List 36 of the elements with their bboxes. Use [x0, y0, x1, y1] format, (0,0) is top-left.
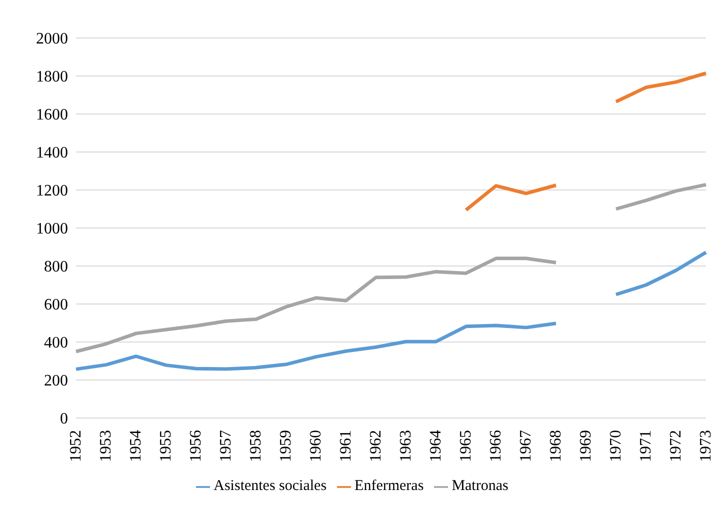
x-tick-label: 1955	[158, 430, 174, 462]
y-tick-label: 1200	[36, 182, 68, 200]
legend-label: Asistentes sociales	[214, 478, 327, 494]
x-tick-label: 1957	[218, 430, 234, 462]
y-tick-label: 600	[44, 296, 68, 314]
x-tick-label: 1964	[428, 430, 444, 462]
x-tick-label: 1958	[248, 430, 264, 462]
y-tick-label: 800	[44, 258, 68, 276]
x-tick-label: 1954	[128, 430, 144, 462]
x-tick-label: 1968	[548, 430, 564, 462]
legend-label: Enfermeras	[354, 478, 424, 494]
y-tick-label: 400	[44, 334, 68, 352]
x-tick-label: 1973	[698, 430, 714, 462]
x-tick-label: 1969	[578, 430, 594, 462]
legend-label: Matronas	[452, 478, 508, 494]
y-tick-label: 1400	[36, 144, 68, 162]
x-tick-label: 1952	[68, 430, 84, 462]
y-tick-label: 1600	[36, 106, 68, 124]
x-tick-label: 1962	[368, 430, 384, 462]
y-tick-label: 1800	[36, 68, 68, 86]
x-tick-label: 1972	[668, 430, 684, 462]
x-tick-label: 1971	[638, 430, 654, 462]
x-tick-label: 1970	[608, 430, 624, 462]
y-tick-label: 1000	[36, 220, 68, 238]
x-tick-label: 1965	[458, 430, 474, 462]
x-tick-label: 1967	[518, 430, 534, 462]
y-tick-label: 0	[60, 410, 68, 428]
x-tick-label: 1960	[308, 430, 324, 462]
y-tick-label: 2000	[36, 30, 68, 48]
x-tick-label: 1953	[98, 430, 114, 462]
x-tick-label: 1956	[188, 430, 204, 462]
y-tick-label: 200	[44, 372, 68, 390]
x-tick-label: 1966	[488, 430, 504, 462]
x-tick-label: 1959	[278, 430, 294, 462]
x-tick-label: 1963	[398, 430, 414, 462]
x-tick-label: 1961	[338, 430, 354, 462]
